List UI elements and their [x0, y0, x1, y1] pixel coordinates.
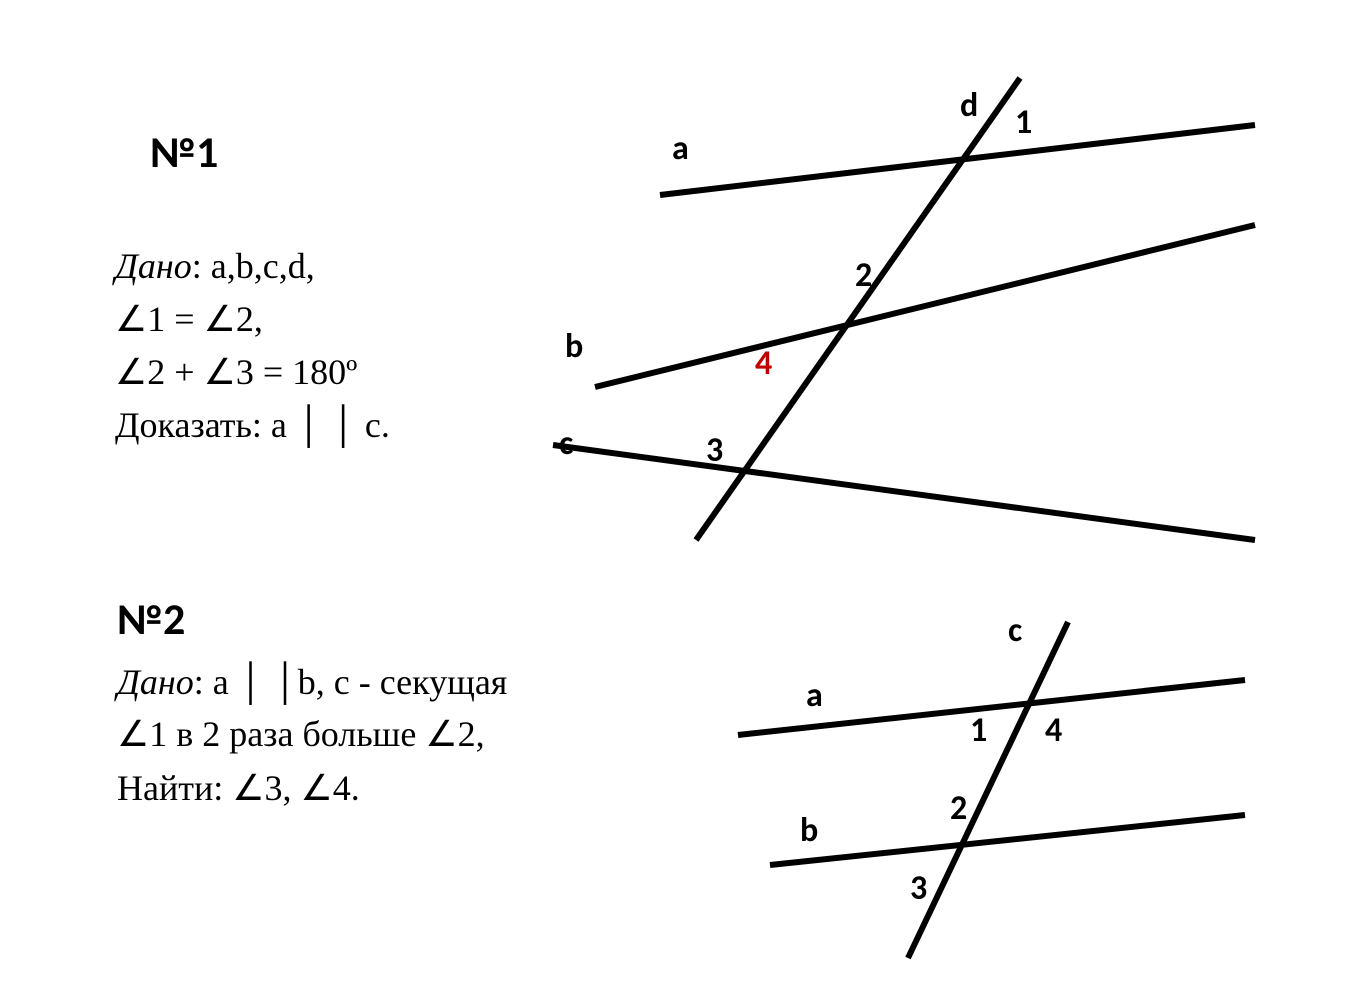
- page-root: { "problem1": { "title": "№1", "given_la…: [0, 0, 1350, 991]
- angle-3-2: 3: [910, 868, 927, 909]
- angle-1-2: 1: [970, 710, 987, 751]
- line-c-2: [908, 622, 1068, 958]
- label-c-2: c: [1008, 610, 1022, 651]
- angle-4-2: 4: [1045, 710, 1062, 751]
- angle-2-2: 2: [950, 788, 967, 829]
- label-a-2: a: [806, 675, 823, 716]
- problem2-diagram: [0, 0, 1350, 991]
- label-b-2: b: [800, 810, 818, 851]
- line-b-2: [770, 815, 1245, 865]
